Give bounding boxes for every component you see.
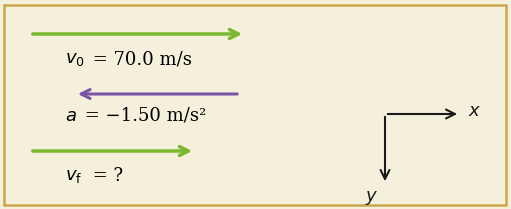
Text: = −1.50 m/s²: = −1.50 m/s² [79, 107, 206, 125]
Text: = ?: = ? [87, 167, 123, 185]
Text: = 70.0 m/s: = 70.0 m/s [87, 50, 192, 68]
Text: $a$: $a$ [65, 107, 77, 125]
Text: $y$: $y$ [365, 189, 378, 207]
Text: $x$: $x$ [468, 102, 481, 120]
FancyBboxPatch shape [4, 5, 506, 205]
Text: $v_0$: $v_0$ [65, 50, 85, 68]
Text: $v_{\mathrm{f}}$: $v_{\mathrm{f}}$ [65, 167, 82, 185]
